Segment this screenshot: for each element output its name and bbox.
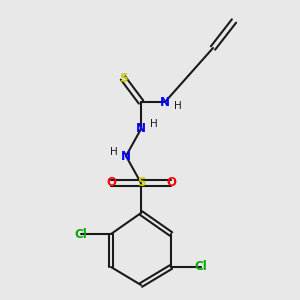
Text: H: H <box>174 100 182 111</box>
Text: S: S <box>137 176 145 190</box>
Text: O: O <box>106 176 116 190</box>
Text: Cl: Cl <box>195 260 207 274</box>
Text: N: N <box>121 149 131 163</box>
Text: N: N <box>136 122 146 136</box>
Text: N: N <box>160 95 170 109</box>
Text: O: O <box>166 176 176 190</box>
Text: H: H <box>150 119 158 130</box>
Text: H: H <box>110 147 117 158</box>
Text: Cl: Cl <box>75 227 87 241</box>
Text: S: S <box>119 71 127 85</box>
